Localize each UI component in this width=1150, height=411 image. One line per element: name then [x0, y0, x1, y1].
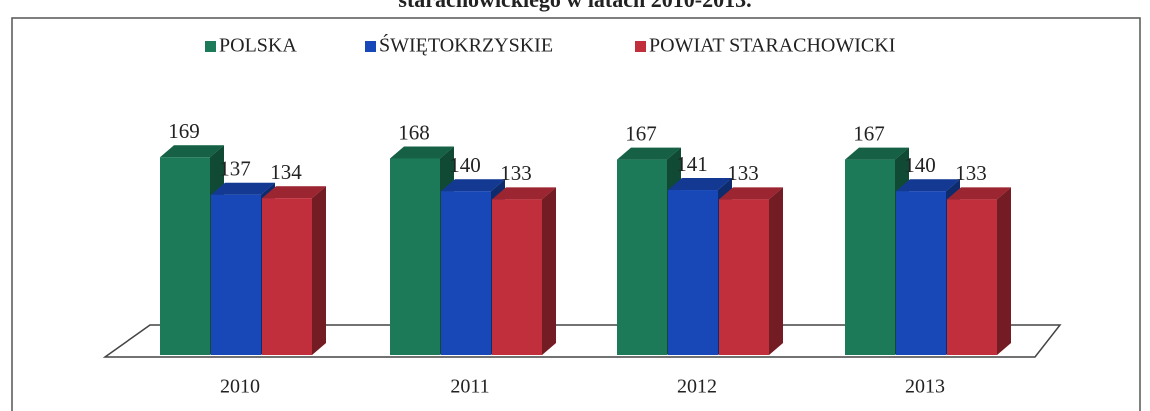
- value-label: 140: [904, 153, 936, 177]
- value-label: 167: [853, 121, 885, 145]
- bar-side-shade: [312, 186, 326, 355]
- bar-side-shade: [997, 187, 1011, 355]
- bar-side: [542, 187, 556, 355]
- value-label: 137: [219, 157, 251, 181]
- bar-top: [390, 146, 454, 159]
- bar-side: [769, 187, 783, 355]
- bar-top: [441, 179, 505, 192]
- bar-top-shade: [390, 146, 454, 159]
- bar-top: [668, 178, 732, 191]
- floor: [102, 324, 1062, 358]
- bar-top: [617, 147, 681, 160]
- legend-swatch: [365, 41, 376, 52]
- bar: [211, 194, 261, 355]
- value-label: 134: [270, 160, 302, 184]
- bar-side: [997, 187, 1011, 355]
- bar-top: [719, 187, 783, 200]
- bar: [390, 158, 440, 355]
- value-label: 133: [500, 161, 532, 185]
- bar-top: [896, 179, 960, 192]
- chart-title: starachowickiego w latach 2010-2013.: [398, 0, 751, 12]
- legend-label: POWIAT STARACHOWICKI: [649, 35, 895, 57]
- bar: [492, 199, 542, 355]
- value-label: 140: [449, 153, 481, 177]
- bar: [896, 191, 946, 355]
- legend-label: ŚWIĘTOKRZYSKIE: [379, 33, 553, 57]
- value-label: 169: [168, 119, 200, 143]
- x-tick-label: 2011: [450, 376, 489, 398]
- x-tick-label: 2012: [677, 376, 717, 398]
- bar: [262, 198, 312, 355]
- bar-side-shade: [769, 187, 783, 355]
- bar-top-shade: [160, 145, 224, 158]
- chart-border: [11, 17, 1141, 411]
- bar: [719, 199, 769, 355]
- bar: [845, 159, 895, 355]
- x-tick-label: 2013: [905, 376, 945, 398]
- bar: [617, 159, 667, 355]
- bar-top: [947, 187, 1011, 200]
- value-label: 133: [955, 161, 987, 185]
- bar-top-shade: [845, 147, 909, 160]
- bar-top: [160, 145, 224, 158]
- bar: [441, 191, 491, 355]
- legend-swatch: [635, 41, 646, 52]
- bar-side-shade: [542, 187, 556, 355]
- legend-label: POLSKA: [219, 35, 297, 57]
- bar-top: [845, 147, 909, 160]
- bar-top-shade: [211, 182, 275, 195]
- bar-top-shade: [262, 186, 326, 199]
- bar-side: [312, 186, 326, 355]
- bar-top-shade: [719, 187, 783, 200]
- bar-top: [211, 182, 275, 195]
- x-tick-label: 2010: [220, 376, 260, 398]
- bar-top-shade: [668, 178, 732, 191]
- bar: [160, 157, 210, 355]
- bar: [947, 199, 997, 355]
- legend-swatch: [205, 41, 216, 52]
- bar-top-shade: [492, 187, 556, 200]
- bar-top: [262, 186, 326, 199]
- bar-top-shade: [617, 147, 681, 160]
- value-label: 167: [625, 121, 657, 145]
- bar: [668, 190, 718, 355]
- bar-top-shade: [441, 179, 505, 192]
- bar-top-shade: [896, 179, 960, 192]
- value-label: 168: [398, 120, 430, 144]
- bar-top-shade: [947, 187, 1011, 200]
- value-label: 141: [676, 152, 708, 176]
- value-label: 133: [727, 161, 759, 185]
- bar-top: [492, 187, 556, 200]
